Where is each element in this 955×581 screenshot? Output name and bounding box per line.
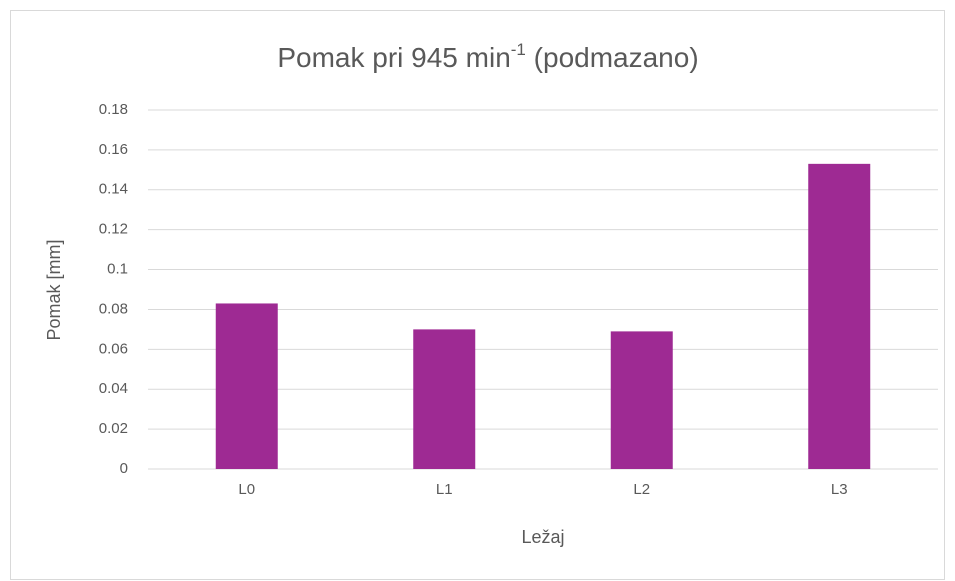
bar [413,329,476,469]
title-part: Pomak pri 945 min [277,42,510,73]
x-tick-label: L3 [831,481,848,498]
chart-title: Pomak pri 945 min-1 (podmazano) [277,40,698,73]
title-part: (podmazano) [526,42,699,73]
bar [215,303,278,469]
y-tick-label: 0.08 [99,300,128,317]
bar [610,331,673,469]
y-tick-label: 0.18 [99,101,128,118]
y-tick-label: 0.06 [99,340,128,357]
y-tick-label: 0 [120,460,128,477]
y-tick-label: 0.02 [99,420,128,437]
y-axis-label: Pomak [mm] [44,239,64,340]
x-tick-label: L0 [238,481,255,498]
y-tick-label: 0.16 [99,141,128,158]
bar [808,163,871,469]
x-tick-label: L2 [633,481,650,498]
y-tick-label: 0.14 [99,181,128,198]
x-tick-label: L1 [436,481,453,498]
x-axis-label: Ležaj [521,527,564,547]
chart-border [10,10,945,580]
title-superscript: -1 [511,40,526,59]
y-tick-label: 0.12 [99,221,128,238]
y-tick-label: 0.1 [107,261,128,278]
y-tick-label: 0.04 [99,380,128,397]
